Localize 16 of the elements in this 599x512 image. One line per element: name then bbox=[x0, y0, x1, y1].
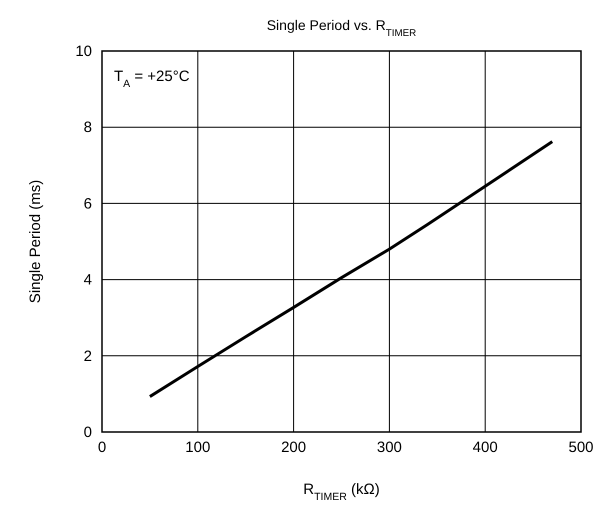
x-tick-label: 400 bbox=[472, 439, 498, 456]
y-tick-label: 4 bbox=[84, 272, 92, 289]
y-tick-label: 8 bbox=[84, 119, 92, 136]
x-axis-title: R$_{TIMER}$ (kΩ) bbox=[303, 481, 380, 503]
x-tick-label: 300 bbox=[376, 439, 402, 456]
x-tick-label: 500 bbox=[568, 439, 594, 456]
y-tick-label: 10 bbox=[75, 43, 92, 60]
chart-title: Single Period vs. R$_{TIMER}$ bbox=[266, 17, 416, 38]
y-tick-label: 0 bbox=[84, 424, 92, 441]
y-tick-label: 2 bbox=[84, 348, 92, 365]
x-tick-label: 100 bbox=[185, 439, 210, 456]
y-tick-label: 6 bbox=[84, 195, 92, 212]
annotation: T$_{A}$ = +25°C bbox=[114, 68, 190, 90]
y-axis-title: Single Period (ms) bbox=[27, 180, 44, 304]
x-tick-label: 200 bbox=[281, 439, 306, 456]
x-tick-label: 0 bbox=[98, 439, 106, 456]
